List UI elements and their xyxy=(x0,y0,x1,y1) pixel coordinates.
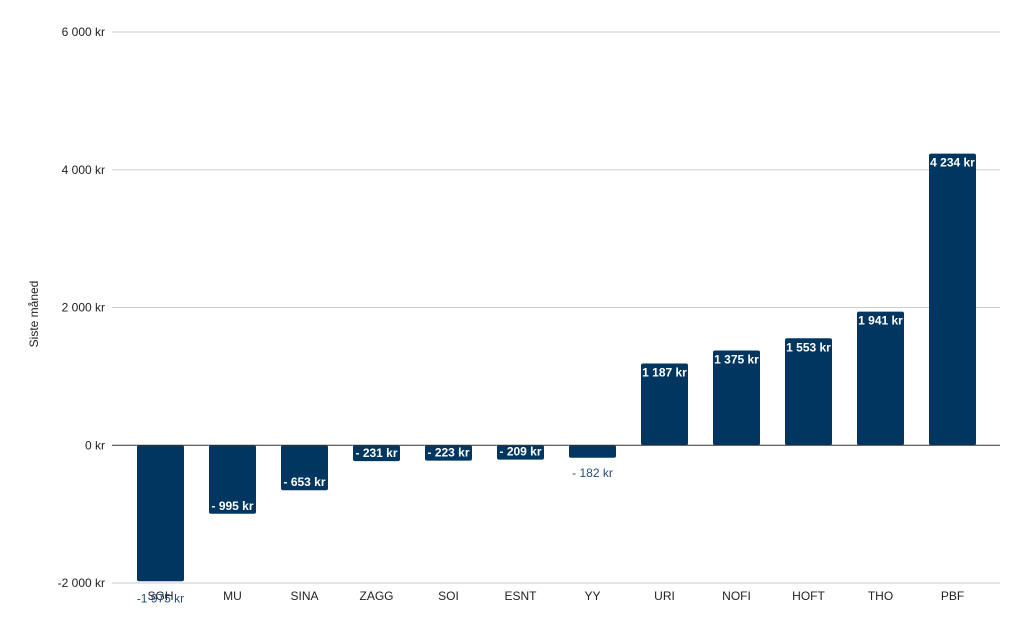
bar xyxy=(353,445,400,462)
category-label: SINA xyxy=(290,589,318,603)
bar xyxy=(209,445,256,514)
data-label: - 223 kr xyxy=(427,446,469,460)
bar xyxy=(137,445,184,582)
data-label: - 653 kr xyxy=(283,475,325,489)
category-label: NOFI xyxy=(722,589,751,603)
bar xyxy=(929,153,976,446)
data-label: - 231 kr xyxy=(355,446,397,460)
category-label: URI xyxy=(654,589,675,603)
category-label: HOFT xyxy=(792,589,825,603)
data-label: -1 975 kr xyxy=(137,591,184,605)
bar xyxy=(569,445,616,458)
bar xyxy=(641,363,688,446)
y-tick-label: 6 000 kr xyxy=(62,25,105,39)
category-label: THO xyxy=(868,589,893,603)
bar xyxy=(497,445,544,460)
y-axis-ticks: -2 000 kr 0 kr 2 000 kr 4 000 kr 6 000 kr xyxy=(58,25,105,590)
gridlines xyxy=(112,31,1000,584)
bar xyxy=(425,445,472,461)
y-tick-label: 0 kr xyxy=(85,438,105,452)
category-label: MU xyxy=(223,589,242,603)
y-tick-label: 2 000 kr xyxy=(62,301,105,315)
category-label: YY xyxy=(584,589,600,603)
data-label: - 209 kr xyxy=(499,445,541,459)
bars xyxy=(137,153,976,582)
data-label: 4 234 kr xyxy=(930,156,975,170)
x-axis-categories: SGH MU SINA ZAGG SOI ESNT YY URI NOFI HOFT THO PBF xyxy=(147,589,964,603)
category-label: SOI xyxy=(438,589,459,603)
category-label: ESNT xyxy=(504,589,537,603)
data-label: 1 187 kr xyxy=(642,365,687,379)
data-label: - 182 kr xyxy=(572,466,613,480)
category-label: SGH xyxy=(147,589,173,603)
data-label: - 995 kr xyxy=(211,499,253,513)
y-tick-label: -2 000 kr xyxy=(58,576,105,590)
category-label: ZAGG xyxy=(359,589,393,603)
data-labels: -1 975 kr - 995 kr - 653 kr - 231 kr - 223 k… xyxy=(137,156,975,606)
bar xyxy=(857,311,904,446)
data-label: 1 375 kr xyxy=(714,353,759,367)
bar xyxy=(713,350,760,446)
y-axis-label: Siste måned xyxy=(27,281,41,348)
data-label: 1 553 kr xyxy=(786,340,831,354)
bar xyxy=(281,445,328,491)
category-label: PBF xyxy=(941,589,964,603)
data-label: 1 941 kr xyxy=(858,314,903,328)
y-tick-label: 4 000 kr xyxy=(62,163,105,177)
bar xyxy=(785,338,832,446)
